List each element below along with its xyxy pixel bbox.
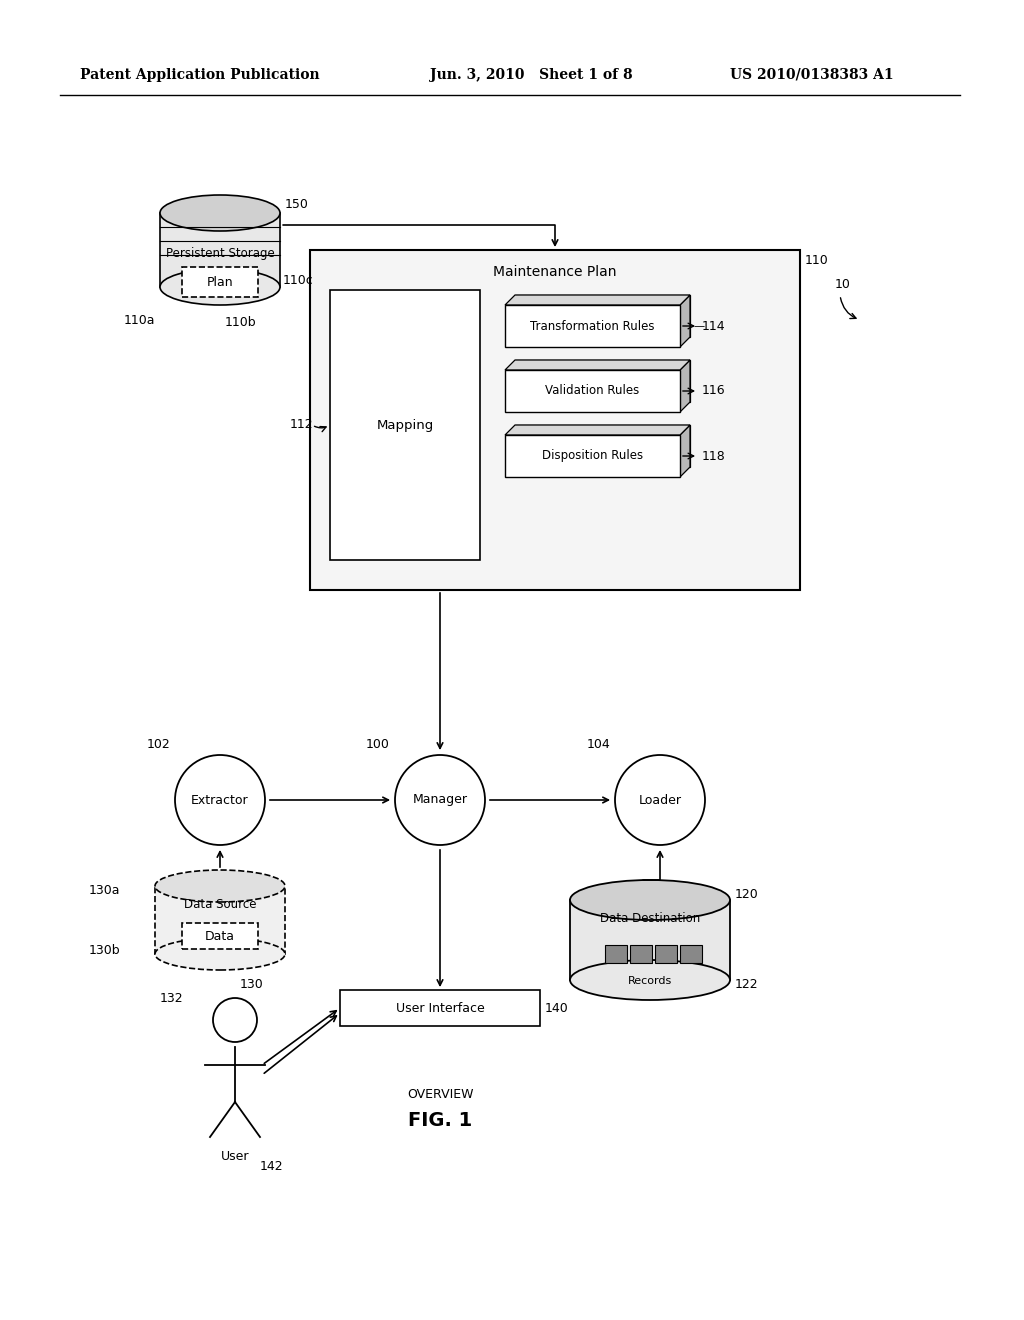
Text: 130a: 130a [88, 883, 120, 896]
Text: US 2010/0138383 A1: US 2010/0138383 A1 [730, 69, 894, 82]
Text: Maintenance Plan: Maintenance Plan [494, 265, 616, 279]
Text: Data: Data [205, 929, 234, 942]
FancyBboxPatch shape [310, 249, 800, 590]
Circle shape [213, 998, 257, 1041]
Polygon shape [680, 294, 690, 347]
Ellipse shape [570, 880, 730, 920]
Polygon shape [515, 425, 690, 467]
Polygon shape [505, 360, 690, 370]
Polygon shape [505, 294, 690, 305]
Text: 122: 122 [735, 978, 759, 991]
Text: 110c: 110c [283, 273, 313, 286]
Text: Manager: Manager [413, 793, 468, 807]
Text: 132: 132 [160, 991, 183, 1005]
Text: Jun. 3, 2010   Sheet 1 of 8: Jun. 3, 2010 Sheet 1 of 8 [430, 69, 633, 82]
Text: 110a: 110a [124, 314, 155, 326]
Text: 130b: 130b [88, 944, 120, 957]
Text: 150: 150 [285, 198, 309, 211]
Text: Mapping: Mapping [377, 418, 433, 432]
Text: OVERVIEW: OVERVIEW [407, 1089, 473, 1101]
Text: 142: 142 [260, 1160, 284, 1173]
FancyBboxPatch shape [655, 945, 677, 964]
Text: 104: 104 [587, 738, 610, 751]
FancyBboxPatch shape [182, 923, 258, 949]
Text: Persistent Storage: Persistent Storage [166, 247, 274, 260]
FancyBboxPatch shape [630, 945, 652, 964]
Text: 114: 114 [702, 319, 726, 333]
Polygon shape [680, 425, 690, 477]
Text: 140: 140 [545, 1002, 568, 1015]
Polygon shape [515, 360, 690, 403]
Text: Loader: Loader [639, 793, 682, 807]
Text: Extractor: Extractor [191, 793, 249, 807]
FancyBboxPatch shape [605, 945, 627, 964]
Text: Records: Records [628, 975, 672, 986]
Ellipse shape [160, 269, 280, 305]
FancyBboxPatch shape [340, 990, 540, 1026]
Polygon shape [505, 425, 690, 436]
Text: 10: 10 [835, 279, 851, 292]
Circle shape [395, 755, 485, 845]
Circle shape [175, 755, 265, 845]
FancyBboxPatch shape [505, 370, 680, 412]
Text: User Interface: User Interface [395, 1002, 484, 1015]
Text: 102: 102 [146, 738, 170, 751]
Text: Data Source: Data Source [183, 899, 256, 912]
Polygon shape [515, 294, 690, 337]
Text: FIG. 1: FIG. 1 [408, 1110, 472, 1130]
FancyBboxPatch shape [505, 305, 680, 347]
Ellipse shape [570, 960, 730, 1001]
FancyBboxPatch shape [330, 290, 480, 560]
Text: Transformation Rules: Transformation Rules [530, 319, 654, 333]
Text: Plan: Plan [207, 276, 233, 289]
FancyBboxPatch shape [505, 436, 680, 477]
Text: Data Destination: Data Destination [600, 912, 700, 924]
Text: Patent Application Publication: Patent Application Publication [80, 69, 319, 82]
Polygon shape [155, 886, 285, 954]
Text: 130: 130 [240, 978, 264, 991]
Text: 116: 116 [702, 384, 726, 397]
Polygon shape [570, 900, 730, 979]
Text: 100: 100 [367, 738, 390, 751]
Text: Disposition Rules: Disposition Rules [542, 450, 643, 462]
Polygon shape [160, 213, 280, 286]
Ellipse shape [160, 195, 280, 231]
Ellipse shape [155, 870, 285, 902]
Text: 110: 110 [805, 253, 828, 267]
Circle shape [615, 755, 705, 845]
Text: 112: 112 [290, 418, 313, 432]
Text: —: — [693, 321, 705, 331]
FancyBboxPatch shape [680, 945, 702, 964]
Ellipse shape [155, 939, 285, 970]
Text: Validation Rules: Validation Rules [546, 384, 640, 397]
Polygon shape [680, 360, 690, 412]
Text: 118: 118 [702, 450, 726, 462]
FancyBboxPatch shape [182, 267, 258, 297]
Text: 120: 120 [735, 888, 759, 902]
Text: User: User [221, 1150, 249, 1163]
Text: 110b: 110b [225, 317, 257, 330]
